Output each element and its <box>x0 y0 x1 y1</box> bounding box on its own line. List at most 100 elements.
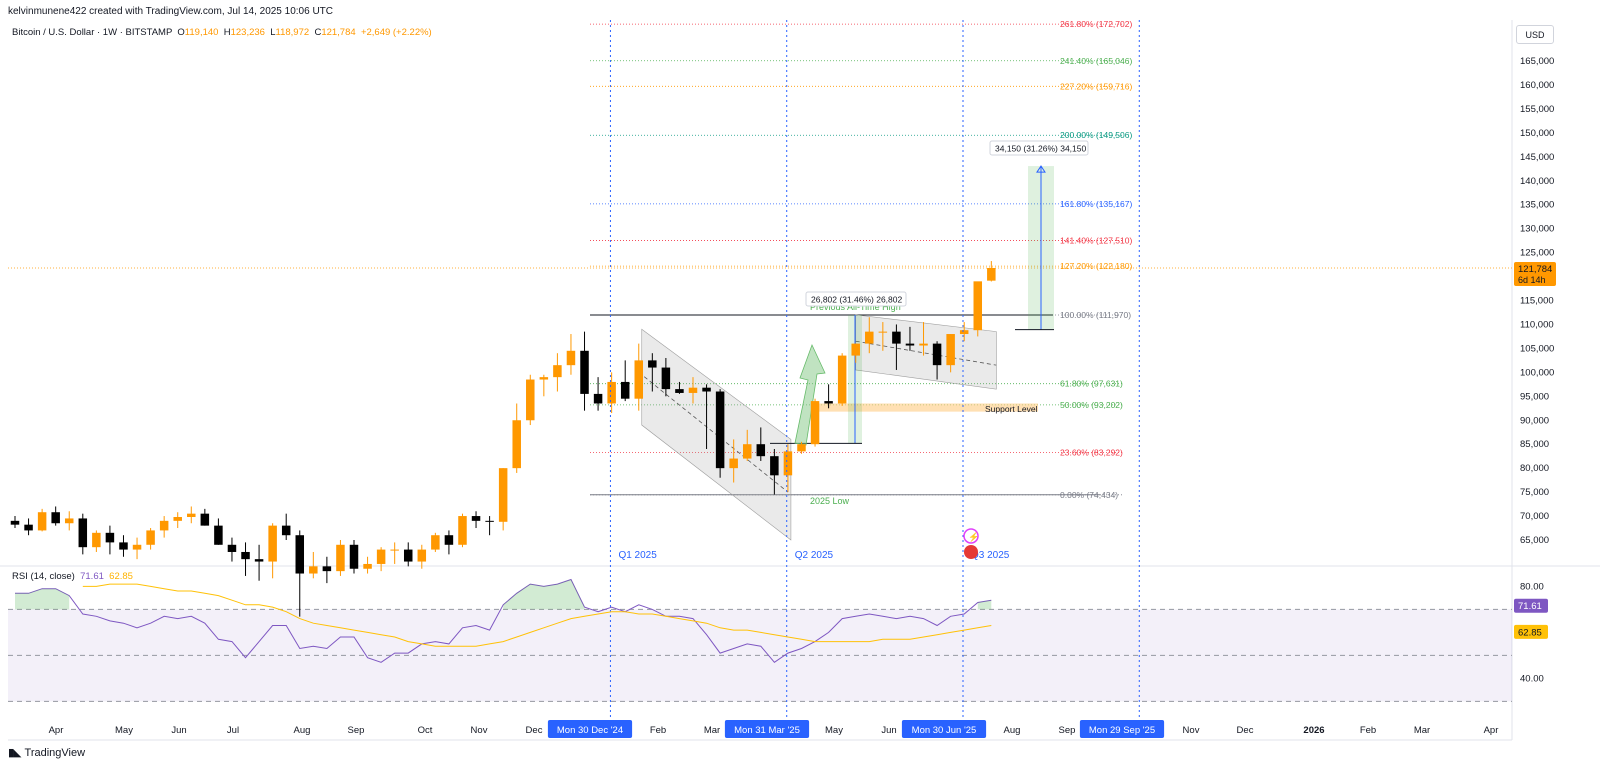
candle-body <box>742 444 752 459</box>
candle-body <box>403 549 413 562</box>
time-highlight-tag <box>547 720 633 738</box>
time-tick-label: Aug <box>294 725 311 736</box>
candle-body <box>24 524 33 531</box>
time-tick-label: Apr <box>1484 725 1499 736</box>
candle-body <box>309 566 318 574</box>
time-highlight-tag <box>901 720 987 738</box>
time-highlight-label: Mon 29 Sep '25 <box>1089 725 1155 736</box>
candle-body <box>620 381 630 399</box>
fib-level-label: 200.00% (149,506) <box>1060 130 1132 140</box>
time-tick-label: May <box>115 725 133 736</box>
candle-body <box>64 518 74 524</box>
time-tick-label: Nov <box>471 725 488 736</box>
high-value: 123,236 <box>230 27 265 38</box>
quarter-label: Q1 2025 <box>618 550 657 561</box>
change-value: +2,649 (+2.22%) <box>360 27 432 38</box>
time-tick-label: Sep <box>348 725 365 736</box>
fib-level-label: 261.80% (172,702) <box>1060 19 1132 29</box>
last-price-tag <box>1514 262 1556 287</box>
price-tick-label: 100,000 <box>1520 367 1554 378</box>
measure-2-arrowhead <box>1036 165 1046 173</box>
symbol-legend[interactable]: Bitcoin / U.S. Dollar · 1W · BITSTAMP O1… <box>12 27 432 38</box>
candle-body <box>51 512 60 524</box>
measure-2-label: 34,150 (31.26%) 34,150 <box>995 144 1086 154</box>
fib-level-label: 141.40% (127,510) <box>1060 236 1132 246</box>
measure-1-bg <box>805 291 907 307</box>
candle-body <box>661 367 671 390</box>
currency-button[interactable]: USD <box>1516 25 1554 44</box>
candle-body <box>336 544 345 572</box>
rsi-overbought-fill <box>503 579 585 610</box>
candle-body <box>295 535 305 574</box>
price-tick-label: 140,000 <box>1520 176 1554 187</box>
price-tick-label: 145,000 <box>1520 152 1554 163</box>
rsi-ma-value-tag-label: 62.85 <box>1518 627 1542 638</box>
chart-credit: kelvinmunene422 created with TradingView… <box>8 6 334 17</box>
close-value: 121,784 <box>321 27 356 38</box>
event-flash-icon <box>963 528 979 544</box>
candle-body <box>810 401 820 445</box>
rsi-tick-label: 40.00 <box>1520 673 1544 684</box>
candle-body <box>200 513 210 526</box>
tradingview-brand: ▮◣ TradingView <box>8 746 85 760</box>
candle-body <box>797 444 806 452</box>
flag-midline <box>855 340 997 366</box>
quarter-label: Q3 2025 <box>971 550 1010 561</box>
quarter-label: Q2 2025 <box>795 550 834 561</box>
symbol-name: Bitcoin / U.S. Dollar · 1W · BITSTAMP <box>12 27 173 38</box>
time-tick-label: Mar <box>704 725 720 736</box>
candle-body <box>675 389 684 393</box>
candle-body <box>349 544 359 569</box>
time-tick-label: Apr <box>49 725 64 736</box>
candle-body <box>444 535 454 545</box>
time-highlight-label: Mon 30 Dec '24 <box>557 725 623 736</box>
candle-body <box>268 525 277 562</box>
candle-body <box>146 530 155 545</box>
time-tick-label: 2026 <box>1303 725 1324 736</box>
candle-body <box>471 516 481 521</box>
high-label: H <box>223 27 231 38</box>
rsi-value-tag <box>1514 598 1548 613</box>
time-tick-label: Jun <box>881 725 896 736</box>
price-tick-label: 150,000 <box>1520 128 1554 139</box>
candle-body <box>783 451 793 476</box>
event-flag-icon <box>964 545 978 559</box>
rsi-tick-label: 80.00 <box>1520 581 1544 592</box>
candle-body <box>214 525 223 545</box>
fib-level-label: 100.00% (111,970) <box>1060 310 1131 320</box>
rsi-line <box>15 578 992 663</box>
tradingview-logo-icon: ▮◣ <box>8 747 21 759</box>
candle-body <box>485 520 494 522</box>
rsi-legend[interactable]: RSI (14, close) 71.61 62.85 <box>12 571 133 582</box>
candle-body <box>715 391 725 469</box>
candle-body <box>227 544 237 552</box>
open-value: 119,140 <box>184 27 219 38</box>
time-tick-label: Jul <box>227 725 239 736</box>
candle-body <box>458 516 467 545</box>
price-tick-label: 165,000 <box>1520 56 1554 67</box>
time-tick-label: Mar <box>1414 725 1430 736</box>
candle-body <box>37 512 47 531</box>
candle-body <box>905 343 915 346</box>
price-tick-label: 85,000 <box>1520 439 1549 450</box>
time-tick-label: Dec <box>526 725 543 736</box>
low-2025-label: 2025 Low <box>810 496 850 506</box>
time-tick-label: Nov <box>1183 725 1200 736</box>
time-highlight-label: Mon 30 Jun '25 <box>912 725 977 736</box>
candle-body <box>987 268 996 281</box>
candle-body <box>78 518 88 548</box>
candle-body <box>648 360 657 368</box>
time-tick-label: Oct <box>418 725 433 736</box>
time-tick-label: Aug <box>1004 725 1021 736</box>
open-label: O <box>177 27 185 38</box>
low-label: L <box>270 27 276 38</box>
candle-body <box>498 468 508 522</box>
time-tick-label: May <box>825 725 843 736</box>
previous-ath-label: Previous All-Time High <box>810 302 901 312</box>
time-tick-label: Feb <box>1360 725 1376 736</box>
low-value: 118,972 <box>275 27 310 38</box>
measure-2-bg <box>989 140 1089 156</box>
event-flash-glyph: ⚡ <box>968 531 979 543</box>
support-level-label: Support Level <box>985 404 1038 414</box>
